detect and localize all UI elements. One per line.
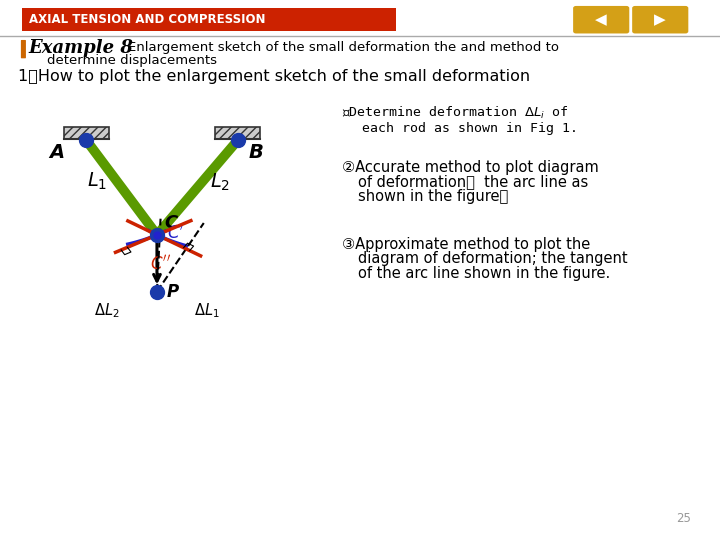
Text: determine displacements: determine displacements: [47, 54, 217, 67]
Text: $\boldsymbol{C}$: $\boldsymbol{C}$: [164, 214, 179, 232]
Text: of deformation，  the arc line as: of deformation， the arc line as: [358, 174, 588, 190]
Bar: [215, 127, 260, 139]
Text: $\Delta L_2$: $\Delta L_2$: [94, 301, 119, 320]
Text: 1、How to plot the enlargement sketch of the small deformation: 1、How to plot the enlargement sketch of …: [18, 69, 530, 84]
Text: $\boldsymbol{L_2}$: $\boldsymbol{L_2}$: [210, 172, 230, 193]
Text: shown in the figure；: shown in the figure；: [358, 189, 508, 204]
Bar: [22, 8, 396, 31]
Point: [232, 136, 243, 145]
Text: ②Accurate method to plot diagram: ②Accurate method to plot diagram: [342, 160, 599, 175]
Text: ①Determine deformation $\Delta L_i$ of: ①Determine deformation $\Delta L_i$ of: [342, 105, 569, 122]
Text: $\boldsymbol{P}$: $\boldsymbol{P}$: [166, 282, 179, 301]
Text: AXIAL TENSION AND COMPRESSION: AXIAL TENSION AND COMPRESSION: [29, 14, 265, 26]
Text: $\Delta L_1$: $\Delta L_1$: [194, 301, 220, 320]
Text: each rod as shown in Fig 1.: each rod as shown in Fig 1.: [362, 122, 578, 135]
Text: $\boldsymbol{B}$: $\boldsymbol{B}$: [248, 143, 264, 161]
Text: diagram of deformation; the tangent: diagram of deformation; the tangent: [358, 251, 627, 266]
Text: ◀: ◀: [595, 12, 607, 28]
Text: $\boldsymbol{L_1}$: $\boldsymbol{L_1}$: [87, 171, 107, 192]
Text: ③Approximate method to plot the: ③Approximate method to plot the: [342, 237, 590, 252]
FancyBboxPatch shape: [632, 6, 688, 33]
Point: [151, 287, 163, 296]
Point: [151, 231, 163, 239]
Point: [81, 136, 92, 145]
Text: Enlargement sketch of the small deformation the and method to: Enlargement sketch of the small deformat…: [128, 41, 559, 54]
Text: $\boldsymbol{A}$: $\boldsymbol{A}$: [48, 143, 65, 161]
Text: ▶: ▶: [654, 12, 666, 28]
FancyBboxPatch shape: [21, 40, 26, 58]
Text: 25: 25: [676, 512, 691, 525]
Text: of the arc line shown in the figure.: of the arc line shown in the figure.: [358, 266, 610, 281]
Bar: [64, 127, 109, 139]
FancyBboxPatch shape: [573, 6, 629, 33]
Text: Example 8: Example 8: [29, 38, 134, 57]
Point: [151, 231, 163, 239]
Text: $\boldsymbol{C'}$: $\boldsymbol{C'}$: [167, 223, 185, 242]
Text: $\boldsymbol{C''}$: $\boldsymbol{C''}$: [150, 255, 171, 274]
